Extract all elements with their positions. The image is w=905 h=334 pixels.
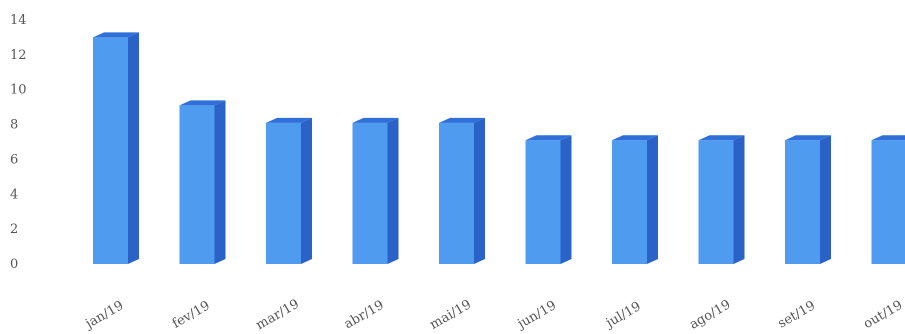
x-tick-label: ago/19 <box>687 297 733 332</box>
bar-ago-19 <box>698 135 745 264</box>
bar-front <box>352 122 388 264</box>
x-tick-label: jun/19 <box>514 298 559 333</box>
bar-side <box>820 135 831 264</box>
bar-front <box>179 105 215 265</box>
bar-front <box>871 140 905 264</box>
bar-front <box>439 122 474 264</box>
bar-side <box>733 135 745 264</box>
y-tick-label: 12 <box>10 48 27 63</box>
bar-top <box>612 135 658 141</box>
bar-side <box>214 100 226 265</box>
x-tick-label: fev/19 <box>170 298 213 331</box>
bar-front <box>612 140 647 264</box>
bar-mar-19 <box>266 117 312 264</box>
bar-top <box>266 117 312 123</box>
x-tick-label: mar/19 <box>254 297 302 334</box>
y-tick-label: 8 <box>10 118 18 133</box>
bar-jul-19 <box>612 135 658 264</box>
bar-front <box>698 140 734 264</box>
y-tick-label: 10 <box>10 83 27 98</box>
bar-top <box>439 117 485 123</box>
bar-out-19 <box>871 135 905 264</box>
bar-side <box>301 117 312 264</box>
x-tick-label: mai/19 <box>427 297 474 333</box>
bar-top <box>785 135 831 141</box>
bar-top <box>698 135 745 141</box>
y-tick-label: 4 <box>10 187 18 202</box>
bar-top <box>871 135 905 141</box>
bar-side <box>387 117 399 264</box>
bar-top <box>525 135 572 141</box>
y-tick-label: 2 <box>10 222 18 237</box>
bar-front <box>525 140 561 264</box>
y-tick-label: 14 <box>10 13 27 28</box>
x-axis: jan/19 fev/19 mar/19 abr/19 mai/19 jun/19 jul/… <box>81 297 905 334</box>
bar-front <box>266 122 301 264</box>
bar-mai-19 <box>439 117 485 264</box>
bar-top <box>93 32 139 38</box>
bar-jun-19 <box>525 135 572 264</box>
bar-jan-19 <box>93 32 139 264</box>
bar-side <box>128 32 139 264</box>
bar-fev-19 <box>179 100 226 265</box>
bar-front <box>785 140 820 264</box>
bar-side <box>560 135 572 264</box>
y-tick-label: 0 <box>10 257 18 272</box>
x-tick-label: set/19 <box>775 298 818 331</box>
bars <box>93 32 905 265</box>
x-tick-label: jan/19 <box>81 298 126 333</box>
x-tick-label: jul/19 <box>602 299 644 332</box>
bar-side <box>647 135 658 264</box>
bar-front <box>93 37 128 264</box>
bar-top <box>352 117 399 123</box>
bar-abr-19 <box>352 117 399 264</box>
y-tick-label: 6 <box>10 152 18 167</box>
y-axis: 0 2 4 6 8 10 12 14 <box>10 13 27 272</box>
x-tick-label: abr/19 <box>342 298 387 333</box>
bar-side <box>474 117 485 264</box>
bar-top <box>179 100 226 106</box>
bar-set-19 <box>785 135 831 264</box>
x-tick-label: out/19 <box>861 298 905 332</box>
